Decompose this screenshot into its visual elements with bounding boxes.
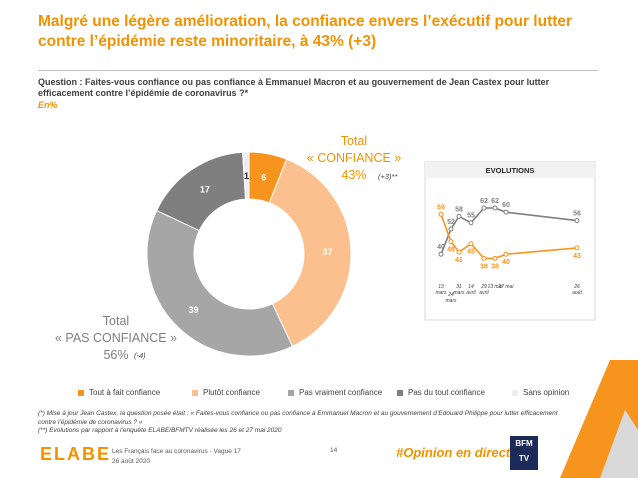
point-label: 40 (437, 244, 445, 251)
legend-item: Pas vraiment confiance (288, 388, 382, 397)
legend-swatch (397, 389, 403, 396)
point (574, 218, 580, 224)
legend-label: Sans opinion (523, 388, 570, 397)
legend-label: Plutôt confiance (203, 388, 260, 397)
point-label: 43 (573, 253, 581, 260)
point-label: 62 (491, 198, 499, 205)
x-tick-label: 14 avril (466, 284, 476, 296)
point-label: 45 (467, 249, 475, 256)
legend-item: Tout à fait confiance (78, 388, 160, 397)
point (438, 211, 444, 217)
point (481, 255, 487, 261)
legend-item: Plutôt confiance (192, 388, 260, 397)
x-tick-label: 13 mai (487, 284, 503, 290)
point (503, 251, 509, 257)
point (574, 245, 580, 251)
point (503, 209, 509, 215)
total-confiance: Total « CONFIANCE » 43% (294, 133, 414, 184)
slice-label: 39 (188, 305, 198, 315)
legend-label: Pas du tout confiance (408, 388, 485, 397)
legend-item: Pas du tout confiance (397, 388, 485, 397)
legend-swatch (78, 389, 84, 396)
point (456, 213, 462, 219)
brand-logo: ELABE (40, 444, 112, 464)
slice-label: 17 (200, 185, 210, 195)
date: 26 août 2020 (112, 458, 150, 465)
point (492, 205, 498, 211)
x-tick-label: 26 août (572, 284, 582, 296)
footer-info: Les Français face au coronavirus - Vague… (112, 447, 241, 467)
point-label: 41 (455, 257, 463, 264)
legend-item: Sans opinion (512, 388, 569, 397)
donut-slice (268, 158, 352, 347)
x-tick-label: 27 mai (498, 284, 514, 290)
question: Question : Faites-vous confiance ou pas … (38, 77, 550, 98)
point-label: 60 (502, 202, 510, 209)
legend-label: Tout à fait confiance (89, 388, 161, 397)
evolution-title: EVOLUTIONS (486, 166, 535, 175)
total-change: (-4) (134, 351, 146, 360)
point (438, 251, 444, 257)
point-label: 38 (480, 263, 488, 270)
point (468, 241, 474, 247)
decor (600, 410, 638, 478)
point-label: 52 (447, 219, 455, 226)
point-label: 59 (437, 204, 445, 211)
note: (*) Mise à jour Jean Castex, la question… (38, 410, 558, 426)
total-name: « CONFIANCE » (306, 151, 402, 165)
point-label: 40 (502, 259, 510, 266)
evolution-header (425, 162, 595, 178)
page-number: 14 (330, 447, 338, 454)
total-pas-confiance: Total « PAS CONFIANCE » 56% (46, 313, 186, 364)
point-label: 55 (467, 213, 475, 220)
legend-swatch (512, 389, 518, 396)
notes: (*) Mise à jour Jean Castex, la question… (38, 410, 558, 436)
point (448, 239, 454, 245)
x-tick-label: 31 mars (453, 284, 465, 296)
point-label: 58 (455, 206, 463, 213)
total-label: Total (340, 134, 368, 148)
unit: En% (38, 100, 58, 110)
x-tick-label: 29 avril (479, 284, 489, 296)
point (456, 249, 462, 255)
point (481, 205, 487, 211)
legend-swatch (192, 389, 198, 396)
slice-label: 37 (322, 247, 332, 257)
legend-swatch (288, 389, 294, 396)
donut-slice (146, 209, 294, 357)
point (468, 220, 474, 226)
total-name: « PAS CONFIANCE » (54, 331, 178, 345)
point-label: 38 (491, 263, 499, 270)
note: (**) Evolutions par rapport à l’enquête … (38, 427, 282, 434)
donut-slice (242, 151, 250, 200)
x-tick-label: 13 mars (435, 284, 447, 296)
x-tick-label: 24 mars (445, 292, 457, 304)
legend-label: Pas vraiment confiance (299, 388, 383, 397)
total-value: 43% (341, 168, 367, 182)
rule (38, 70, 598, 71)
point-label: 62 (480, 198, 488, 205)
title: Malgré une légère amélioration, la confi… (38, 13, 573, 50)
hashtag: #Opinion en direct (396, 445, 511, 460)
slice-label: 6 (261, 172, 266, 182)
total-label: Total (102, 314, 130, 328)
total-change: (+3)** (378, 172, 398, 181)
partner-logo: BFM TV (510, 436, 538, 470)
survey: Les Français face au coronavirus - Vague… (112, 448, 241, 455)
point-label: 46 (447, 247, 455, 254)
slice-label: 1 (244, 171, 249, 181)
total-value: 56% (103, 348, 129, 362)
point-label: 56 (573, 211, 581, 218)
point (492, 255, 498, 261)
point (448, 226, 454, 232)
